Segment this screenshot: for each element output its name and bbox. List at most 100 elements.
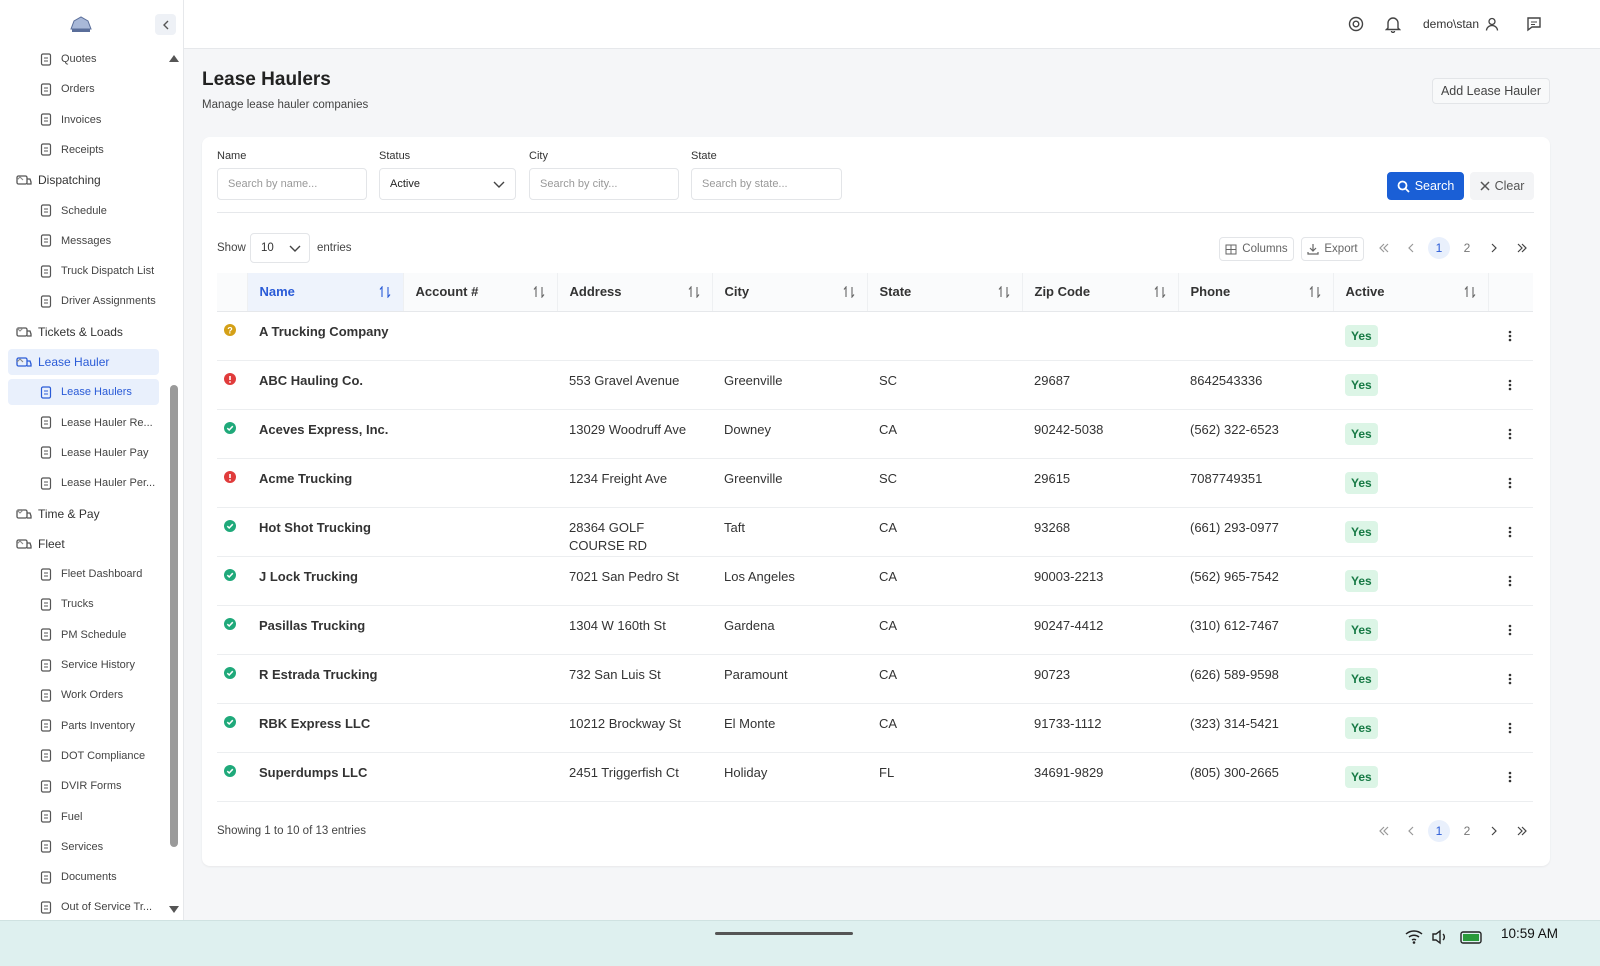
- actions-cell[interactable]: [1488, 605, 1533, 655]
- add-button[interactable]: Add Lease Hauler: [1432, 78, 1550, 104]
- sidebar-item[interactable]: Orders: [8, 76, 159, 102]
- table-row[interactable]: Acme Trucking 1234 Freight Ave Greenville S…: [217, 458, 1533, 508]
- table-row[interactable]: ABC Hauling Co. 553 Gravel Avenue Greenvil…: [217, 360, 1533, 410]
- table-row[interactable]: RBK Express LLC 10212 Brockway St El Monte…: [217, 703, 1533, 753]
- export-button[interactable]: Export: [1301, 237, 1364, 261]
- sidebar-item[interactable]: Services: [8, 834, 159, 860]
- user-name[interactable]: demo\stan: [1423, 17, 1480, 31]
- search-button[interactable]: Search: [1387, 172, 1464, 200]
- page-button[interactable]: [1373, 820, 1395, 842]
- city: Taft: [724, 519, 745, 535]
- status-cell: [217, 654, 247, 704]
- page-button[interactable]: [1401, 237, 1423, 259]
- page-button[interactable]: 2: [1456, 820, 1478, 842]
- menu-icon: [40, 386, 52, 399]
- sidebar-item[interactable]: Fleet Dashboard: [8, 561, 159, 587]
- column-header[interactable]: Active: [1333, 273, 1489, 312]
- filter-input[interactable]: Search by name...: [217, 168, 367, 200]
- sidebar-item[interactable]: Messages: [8, 228, 159, 254]
- sidebar-item[interactable]: Trucks: [8, 591, 159, 617]
- filter-input[interactable]: Search by state...: [691, 168, 842, 200]
- column-header[interactable]: Zip Code: [1022, 273, 1179, 312]
- sidebar-item[interactable]: Time & Pay: [8, 501, 159, 527]
- table-row[interactable]: Hot Shot Trucking 28364 GOLF COURSE RD Taf…: [217, 507, 1533, 557]
- page-button[interactable]: [1483, 820, 1505, 842]
- actions-cell[interactable]: [1488, 409, 1533, 459]
- sidebar-item[interactable]: Lease Hauler Re...: [8, 410, 159, 436]
- sidebar-item[interactable]: Fleet: [8, 531, 159, 557]
- page-button[interactable]: [1511, 237, 1533, 259]
- clear-button[interactable]: Clear: [1470, 172, 1534, 200]
- messages-icon[interactable]: [1526, 16, 1542, 32]
- sidebar-item[interactable]: Driver Assignments: [8, 288, 159, 314]
- zip-cell: 93268: [1022, 507, 1178, 557]
- page-button[interactable]: [1373, 237, 1395, 259]
- system-tray[interactable]: [1404, 926, 1484, 946]
- filter-input[interactable]: Active: [379, 168, 516, 200]
- zip-cell: [1022, 311, 1178, 361]
- sidebar-item[interactable]: Truck Dispatch List: [8, 258, 159, 284]
- sidebar-item[interactable]: Schedule: [8, 198, 159, 224]
- sidebar-item[interactable]: DVIR Forms: [8, 773, 159, 799]
- sidebar-item[interactable]: Receipts: [8, 137, 159, 163]
- sidebar-item[interactable]: Documents: [8, 864, 159, 890]
- table-row[interactable]: Pasillas Trucking 1304 W 160th St Gardena C…: [217, 605, 1533, 655]
- filter-input[interactable]: Search by city...: [529, 168, 679, 200]
- column-header[interactable]: State: [867, 273, 1023, 312]
- page-button[interactable]: [1401, 820, 1423, 842]
- sidebar-item[interactable]: Fuel: [8, 804, 159, 830]
- sidebar-item[interactable]: Invoices: [8, 107, 159, 133]
- columns-button[interactable]: Columns: [1219, 237, 1294, 261]
- column-header[interactable]: Name: [247, 273, 404, 312]
- sidebar-item[interactable]: Lease Hauler: [8, 349, 159, 375]
- table-row[interactable]: R Estrada Trucking 732 San Luis St Paramou…: [217, 654, 1533, 704]
- page-button[interactable]: 2: [1456, 237, 1478, 259]
- address: 1304 W 160th St: [569, 617, 666, 633]
- sidebar-item[interactable]: Lease Hauler Pay: [8, 440, 159, 466]
- actions-cell[interactable]: [1488, 654, 1533, 704]
- column-header[interactable]: Phone: [1178, 273, 1334, 312]
- column-header[interactable]: Address: [557, 273, 713, 312]
- table-row[interactable]: Aceves Express, Inc. 13029 Woodruff Ave Do…: [217, 409, 1533, 459]
- column-header[interactable]: Account #: [403, 273, 558, 312]
- actions-cell[interactable]: [1488, 311, 1533, 361]
- page-size-select[interactable]: 10: [250, 233, 310, 263]
- user-icon[interactable]: [1484, 16, 1500, 32]
- table-row[interactable]: ? A Trucking Company Yes: [217, 311, 1533, 361]
- name-cell: ABC Hauling Co.: [247, 360, 403, 410]
- actions-cell[interactable]: [1488, 556, 1533, 606]
- help-icon[interactable]: [1348, 16, 1364, 32]
- sidebar-item[interactable]: Service History: [8, 652, 159, 678]
- sidebar-item[interactable]: Out of Service Tr...: [8, 894, 159, 920]
- page-button[interactable]: 1: [1428, 237, 1450, 259]
- actions-cell[interactable]: [1488, 752, 1533, 802]
- sidebar-item[interactable]: PM Schedule: [8, 622, 159, 648]
- page-button[interactable]: [1483, 237, 1505, 259]
- sidebar-item[interactable]: Lease Hauler Per...: [8, 470, 159, 496]
- table-row[interactable]: J Lock Trucking 7021 San Pedro St Los Ange…: [217, 556, 1533, 606]
- actions-cell[interactable]: [1488, 703, 1533, 753]
- sidebar-item[interactable]: Tickets & Loads: [8, 319, 159, 345]
- page-button[interactable]: 1: [1428, 820, 1450, 842]
- sidebar-item[interactable]: Quotes: [8, 46, 159, 72]
- page-button[interactable]: [1511, 820, 1533, 842]
- sidebar-item[interactable]: Dispatching: [8, 167, 159, 193]
- sidebar-item[interactable]: Lease Haulers: [8, 379, 159, 406]
- table-row[interactable]: Superdumps LLC 2451 Triggerfish Ct Holiday…: [217, 752, 1533, 802]
- account-cell: [403, 458, 557, 508]
- sidebar-item[interactable]: DOT Compliance: [8, 743, 159, 769]
- sidebar-label: Lease Hauler Pay: [61, 446, 149, 459]
- actions-cell[interactable]: [1488, 360, 1533, 410]
- actions-cell[interactable]: [1488, 507, 1533, 557]
- column-header[interactable]: City: [712, 273, 868, 312]
- home-handle[interactable]: [715, 932, 853, 935]
- zip-cell: 90242-5038: [1022, 409, 1178, 459]
- collapse-button[interactable]: [155, 14, 176, 35]
- sidebar-item[interactable]: Work Orders: [8, 682, 159, 708]
- account-cell: [403, 752, 557, 802]
- phone-cell: (805) 300-2665: [1178, 752, 1333, 802]
- actions-cell[interactable]: [1488, 458, 1533, 508]
- sidebar-item[interactable]: Parts Inventory: [8, 713, 159, 739]
- notifications-icon[interactable]: [1385, 15, 1401, 33]
- sort-icon: [533, 286, 544, 298]
